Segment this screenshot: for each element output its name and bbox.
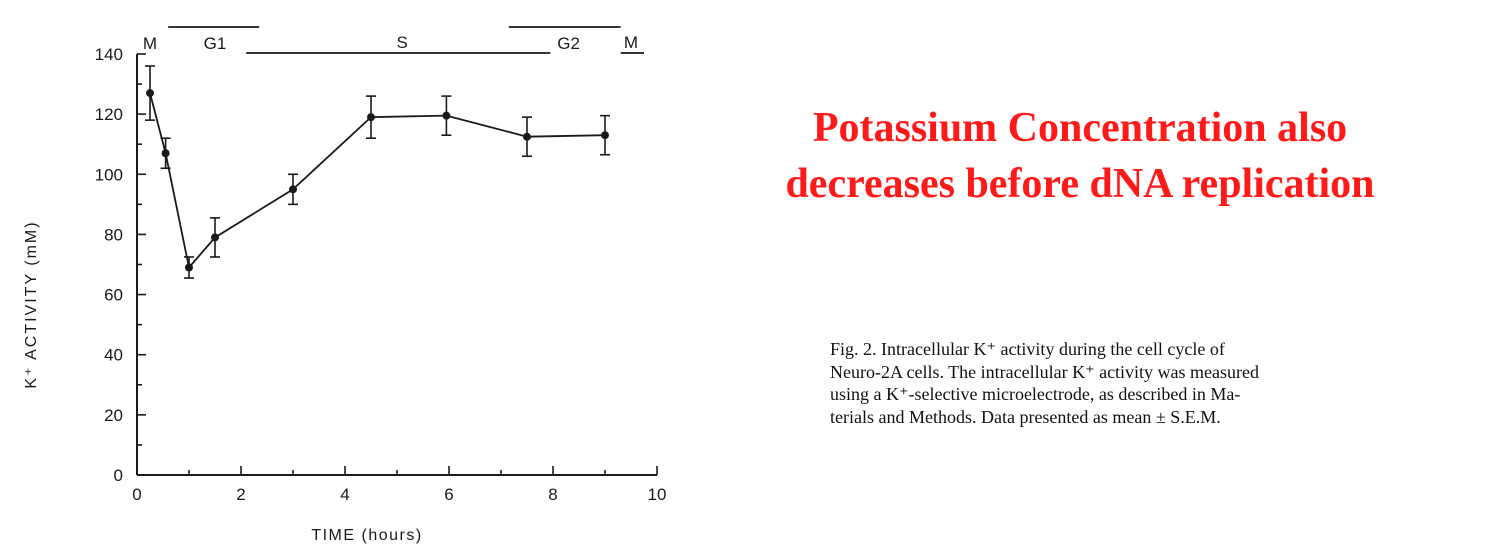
x-tick-label: 10 (648, 485, 667, 504)
y-tick-label: 120 (95, 105, 123, 124)
y-tick-label: 60 (104, 286, 123, 305)
x-tick-label: 4 (340, 485, 349, 504)
headline-line-1: Potassium Concentration also (812, 105, 1348, 151)
data-point-6 (442, 111, 451, 120)
x-tick-label: 6 (444, 485, 453, 504)
caption-line-4: terials and Methods. Data presented as m… (830, 406, 1221, 427)
phase-label-m: M (143, 34, 157, 53)
phase-label-s: S (397, 33, 408, 52)
x-tick-label: 8 (548, 485, 557, 504)
x-axis-label: TIME (hours) (311, 527, 422, 544)
y-tick-label: 140 (95, 45, 123, 64)
y-tick-label: 80 (104, 225, 123, 244)
data-point-0 (146, 89, 154, 98)
phase-label-g1: G1 (204, 34, 227, 53)
phase-label-g2: G2 (557, 34, 580, 53)
caption-line-3: using a K⁺-selective microelectrode, as … (830, 384, 1241, 404)
data-point-4 (289, 185, 297, 194)
headline-line-2: decreases before dNA replication (785, 161, 1375, 207)
potassium-activity-chart: 0 20 40 60 80 100 120 140 0 2 4 6 8 10 TIME (hours) K⁺ … (23, 26, 667, 544)
x-tick-label: 2 (236, 485, 245, 504)
data-point-5 (367, 113, 375, 122)
x-tick-label: 0 (132, 485, 141, 504)
phase-label-m: M (624, 33, 638, 52)
caption-line-1: Fig. 2. Intracellular K⁺ activity during… (830, 339, 1225, 359)
data-point-1 (161, 149, 170, 158)
caption-line-2: Neuro-2A cells. The intracellular K⁺ act… (830, 361, 1260, 382)
figure-caption: Fig. 2. Intracellular K⁺ activity during… (830, 338, 1480, 428)
y-tick-label: 20 (104, 406, 123, 425)
data-point-8 (601, 131, 609, 140)
y-tick-label: 0 (114, 466, 123, 485)
y-axis-label: K⁺ ACTIVITY (mM) (23, 220, 40, 388)
y-tick-label: 100 (95, 165, 123, 184)
y-tick-label: 40 (104, 346, 123, 365)
data-point-2 (185, 263, 193, 272)
data-point-3 (211, 233, 219, 242)
headline: Potassium Concentration also decreases b… (740, 100, 1420, 212)
data-series-line (149, 92, 606, 270)
data-point-7 (523, 132, 531, 141)
